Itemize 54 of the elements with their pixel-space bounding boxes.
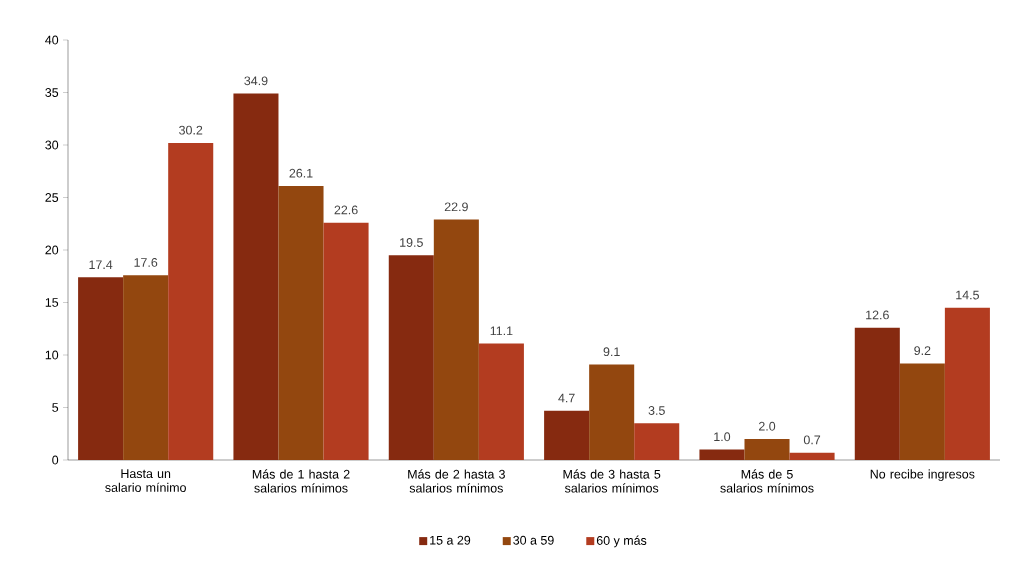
bar [78, 277, 124, 460]
bar [589, 364, 635, 460]
data-label: 14.5 [956, 290, 979, 300]
bar [699, 449, 745, 460]
y-tick-label: 40 [45, 35, 59, 45]
bar [899, 363, 945, 460]
y-tick-label: 10 [45, 350, 59, 360]
bar [233, 93, 279, 460]
x-tick-label: Más de 3 hasta 5 salarios mínimos [563, 469, 661, 493]
data-label: 12.6 [866, 310, 889, 320]
data-label: 1.0 [714, 432, 731, 442]
bar [544, 410, 590, 460]
data-label: 0.7 [803, 435, 821, 445]
y-tick-label: 20 [45, 245, 59, 255]
x-tick-label: Más de 1 hasta 2 salarios mínimos [252, 469, 350, 493]
y-tick-label: 15 [45, 298, 59, 307]
bar [744, 439, 790, 460]
bar [323, 222, 369, 460]
data-label: 19.5 [400, 238, 423, 247]
x-tick-label: Más de 5 salarios mínimos [720, 469, 814, 493]
data-label: 3.5 [648, 406, 665, 415]
y-tick-label: 35 [45, 88, 59, 97]
data-label: 9.1 [603, 347, 620, 357]
data-label: 22.6 [334, 205, 358, 215]
bar [478, 343, 524, 460]
data-label: 30.2 [179, 125, 203, 135]
data-label: 9.2 [914, 346, 931, 356]
x-tick-label: Más de 2 hasta 3 salarios mínimos [408, 469, 505, 493]
x-tick-label: Hasta un salario mínimo [105, 469, 186, 492]
data-label: 4.7 [558, 393, 575, 403]
bar [278, 185, 324, 460]
bar [123, 275, 169, 460]
data-label: 34.9 [244, 76, 268, 86]
y-tick-label: 5 [52, 403, 59, 412]
y-tick-label: 0 [52, 455, 59, 465]
bar [944, 307, 990, 460]
bar [433, 219, 479, 460]
x-tick-label: No recibe ingresos [870, 469, 975, 481]
legend-label: 30 a 59 [513, 535, 554, 545]
bar [388, 255, 434, 460]
data-label: 22.9 [444, 202, 468, 212]
data-label: 26.1 [289, 168, 313, 178]
data-label: 17.6 [134, 258, 158, 267]
data-label: 17.4 [89, 260, 113, 269]
bar [168, 142, 214, 460]
data-label: 2.0 [758, 421, 776, 431]
bar [854, 327, 900, 460]
y-tick-label: 30 [45, 140, 59, 150]
legend-label: 15 a 29 [430, 535, 471, 545]
bar [789, 452, 835, 460]
bar [634, 423, 680, 460]
legend-label: 60 y más [596, 535, 647, 548]
y-tick-label: 25 [45, 193, 59, 202]
data-label: 11.1 [490, 326, 513, 336]
